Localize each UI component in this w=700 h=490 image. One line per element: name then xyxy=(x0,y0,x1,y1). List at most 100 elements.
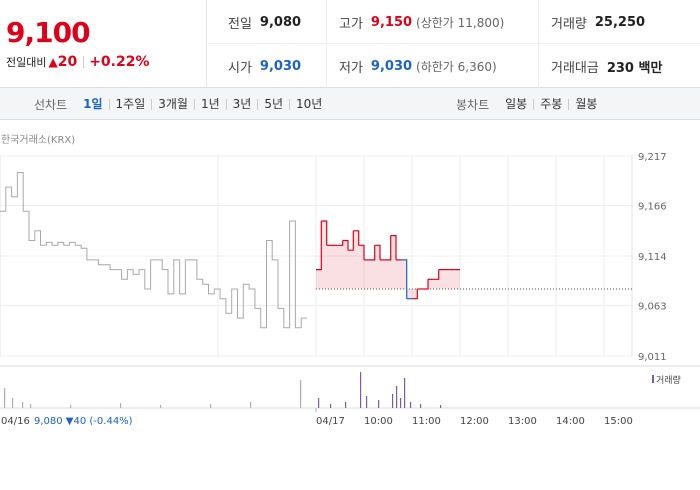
series-segment-today xyxy=(342,239,349,251)
tab-monthly[interactable]: 월봉 xyxy=(568,98,603,110)
series-segment-today xyxy=(337,240,344,246)
stat-trade-value: 거래대금 230 백만 xyxy=(538,44,700,88)
change-label: 전일대비 xyxy=(6,56,47,69)
y-tick-label: 9,114 xyxy=(638,252,667,263)
series-segment-today xyxy=(412,289,418,300)
stat-value: 230 백만 xyxy=(606,60,663,76)
volume-bar xyxy=(440,405,442,408)
change-value: 20 xyxy=(57,54,78,70)
price-chart: 9,217 9,166 9,114 9,063 9,011 거래량 04/16 04/17 10… xyxy=(0,152,700,427)
tab-1w[interactable]: 1주일 xyxy=(108,98,152,110)
series-segment-today xyxy=(374,244,381,260)
y-tick-label: 9,217 xyxy=(638,152,667,163)
tab-daily[interactable]: 일봉 xyxy=(505,96,528,111)
x-tick-label: 11:00 xyxy=(412,416,441,427)
tab-weekly[interactable]: 주봉 xyxy=(533,98,568,110)
stat-label: 거래대금 xyxy=(551,60,599,76)
tab-10y[interactable]: 10년 xyxy=(289,98,328,110)
volume-legend-label: 거래량 xyxy=(656,374,681,386)
stat-value: 9,030 xyxy=(370,58,413,74)
volume-legend-swatch xyxy=(652,375,654,383)
stat-value: 25,250 xyxy=(594,14,646,30)
stat-sub: (하한가 6,360) xyxy=(416,59,497,74)
stat-label: 저가 xyxy=(339,60,363,76)
series-line-prev-day xyxy=(0,172,307,329)
volume-bar xyxy=(366,396,368,408)
volume-bar xyxy=(345,402,347,408)
stat-low: 저가 9,030 (하한가 6,360) xyxy=(326,44,536,88)
volume-bar xyxy=(404,378,406,408)
volume-bar xyxy=(378,400,380,408)
data-source: 한국거래소(KRX) xyxy=(1,135,76,146)
series-segment-today xyxy=(369,245,376,261)
stats-row: 시가 9,030 저가 9,030 (하한가 6,360) 거래대금 230 백… xyxy=(208,44,700,88)
volume-bar xyxy=(210,404,212,408)
tab-3m[interactable]: 3개월 xyxy=(151,98,194,110)
stat-label: 고가 xyxy=(339,16,363,32)
x-tick-label: 13:00 xyxy=(508,416,537,427)
volume-bar xyxy=(360,372,362,408)
volume-bar xyxy=(410,402,412,408)
stat-value: 9,080 xyxy=(259,14,302,30)
x-tick-label: 15:00 xyxy=(604,416,633,427)
y-tick-label: 9,166 xyxy=(638,202,667,213)
volume-bar xyxy=(318,398,320,408)
tab-1d[interactable]: 1일 xyxy=(83,96,103,111)
series-segment-today xyxy=(353,230,360,246)
y-tick-label: 9,063 xyxy=(638,302,667,313)
series-area-today xyxy=(316,221,460,299)
x-tick-label: 04/17 xyxy=(316,416,345,427)
stat-prev-close: 전일 9,080 xyxy=(208,0,318,44)
stat-value: 9,030 xyxy=(259,58,302,74)
tab-3y[interactable]: 3년 xyxy=(225,98,258,110)
series-segment-today xyxy=(321,220,328,246)
volume-bar xyxy=(70,405,72,408)
volume-bar xyxy=(12,398,14,408)
stat-high: 고가 9,150 (상한가 11,800) xyxy=(326,0,536,44)
change-row: 전일대비 ▲ 20 +0.22% xyxy=(6,54,150,70)
quote-header: 9,100 전일대비 ▲ 20 +0.22% 전일 9,080 고가 9,150… xyxy=(0,0,700,88)
series-segment-today xyxy=(390,235,397,260)
volume-bar xyxy=(300,380,302,408)
change-percent: +0.22% xyxy=(89,54,150,70)
series-segment-today xyxy=(385,235,392,261)
x-tick-label: 10:00 xyxy=(364,416,393,427)
volume-bar xyxy=(120,403,122,408)
volume-bar xyxy=(330,404,332,408)
series-segment-today xyxy=(358,244,365,260)
volume-bar xyxy=(400,398,402,408)
volume-bar xyxy=(396,386,398,408)
line-chart-title: 선차트 xyxy=(34,97,68,112)
volume-bar xyxy=(30,404,32,408)
series-segment-today xyxy=(422,279,429,290)
stat-sub: (상한가 11,800) xyxy=(416,15,505,30)
up-triangle-icon: ▲ xyxy=(48,55,58,69)
series-segment-today xyxy=(316,221,322,271)
stat-volume: 거래량 25,250 xyxy=(538,0,700,44)
x-tick-label: 12:00 xyxy=(460,416,489,427)
volume-bar xyxy=(4,388,6,408)
stats-panel: 전일 9,080 고가 9,150 (상한가 11,800) 거래량 25,25… xyxy=(208,0,700,88)
x-tick-label: 04/16 xyxy=(1,416,30,427)
volume-bar xyxy=(392,394,394,408)
volume-bar xyxy=(160,405,162,408)
stat-open: 시가 9,030 xyxy=(208,44,318,88)
price-box: 9,100 전일대비 ▲ 20 +0.22% xyxy=(0,0,207,88)
stat-label: 시가 xyxy=(228,60,252,76)
candle-chart-title: 봉차트 xyxy=(456,97,490,112)
tab-5y[interactable]: 5년 xyxy=(257,98,289,110)
stats-row: 전일 9,080 고가 9,150 (상한가 11,800) 거래량 25,25… xyxy=(208,0,700,44)
volume-bar xyxy=(420,404,422,408)
stat-value: 9,150 xyxy=(370,14,413,30)
tab-1y[interactable]: 1년 xyxy=(193,98,226,110)
series-segment-today xyxy=(348,230,354,251)
stat-label: 전일 xyxy=(228,16,252,32)
line-chart-tabs: 선차트 1일 1주일 3개월 1년 3년 5년 10년 xyxy=(34,88,328,120)
chart-tab-bar: 선차트 1일 1주일 3개월 1년 3년 5년 10년 봉차트 일봉 주봉 월봉 xyxy=(0,88,700,120)
y-tick-label: 9,011 xyxy=(638,352,667,363)
volume-bar xyxy=(22,402,24,408)
stat-label: 거래량 xyxy=(551,16,587,32)
x-tick-label: 14:00 xyxy=(556,416,585,427)
current-price: 9,100 xyxy=(6,16,91,49)
candle-chart-tabs: 봉차트 일봉 주봉 월봉 xyxy=(456,88,603,120)
